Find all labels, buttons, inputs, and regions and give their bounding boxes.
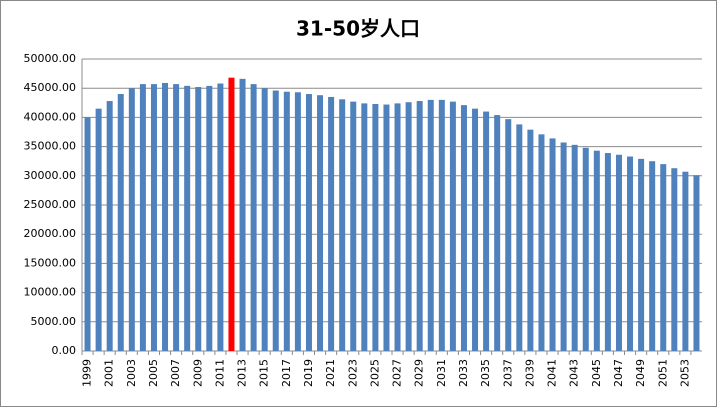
x-tick-label: 1999 [81, 359, 94, 387]
bar [128, 88, 135, 351]
x-tick-label: 2045 [590, 359, 603, 387]
x-tick-label: 2041 [546, 359, 559, 387]
x-tick-label: 2043 [568, 359, 581, 387]
y-tick-label: 30000.00 [24, 169, 77, 182]
bar [361, 103, 368, 351]
bar [582, 147, 589, 351]
bar [250, 84, 257, 351]
bar [638, 158, 645, 351]
x-tick-label: 2039 [523, 359, 536, 387]
y-tick-label: 50000.00 [24, 52, 77, 65]
bar [494, 115, 501, 352]
x-tick-label: 2019 [302, 359, 315, 387]
bar [84, 117, 91, 352]
bar [117, 94, 124, 351]
x-tick-label: 2027 [391, 359, 404, 387]
y-tick-label: 35000.00 [24, 140, 77, 153]
bar [538, 134, 545, 351]
y-tick-label: 0.00 [52, 344, 77, 357]
bar [438, 99, 445, 351]
bar [350, 101, 357, 351]
x-tick-label: 2031 [435, 359, 448, 387]
bar [139, 84, 146, 351]
x-tick-label: 2025 [368, 359, 381, 387]
x-tick-label: 2015 [258, 359, 271, 387]
bar [217, 83, 224, 351]
x-tick-label: 2033 [457, 359, 470, 387]
bar [615, 154, 622, 351]
bar [383, 104, 390, 351]
x-tick-label: 2017 [280, 359, 293, 387]
bar [150, 84, 157, 351]
bar [272, 90, 279, 351]
bar [162, 82, 169, 351]
y-tick-label: 25000.00 [24, 198, 77, 211]
bar [416, 101, 423, 351]
bar [593, 150, 600, 351]
bar [106, 101, 113, 351]
bar [294, 92, 301, 352]
bar [571, 144, 578, 351]
bar [195, 87, 202, 352]
bar [627, 156, 634, 351]
y-tick-label: 15000.00 [24, 256, 77, 269]
bar [305, 94, 312, 351]
x-tick-label: 2049 [634, 359, 647, 387]
x-tick-label: 2021 [324, 359, 337, 387]
bar [228, 77, 235, 352]
bar [317, 95, 324, 351]
chart-title: 31-50岁人口 [296, 17, 420, 41]
y-tick-label: 20000.00 [24, 227, 77, 240]
bar [693, 175, 700, 351]
x-tick-label: 2009 [191, 359, 204, 387]
x-tick-label: 2007 [169, 359, 182, 387]
x-tick-label: 2003 [125, 359, 138, 387]
x-tick-label: 2029 [413, 359, 426, 387]
y-tick-label: 45000.00 [24, 81, 77, 94]
bar [516, 124, 523, 352]
bar [206, 85, 213, 351]
bar [472, 108, 479, 351]
bar [339, 99, 346, 352]
bar [261, 88, 268, 351]
x-tick-label: 2023 [346, 359, 359, 387]
bar [549, 138, 556, 351]
bar [394, 103, 401, 351]
bar [372, 103, 379, 351]
bar [427, 99, 434, 351]
bar [671, 168, 678, 351]
bar [184, 85, 191, 351]
bar [239, 78, 246, 351]
x-tick-label: 2013 [236, 359, 249, 387]
x-tick-label: 2047 [612, 359, 625, 387]
x-tick-label: 2053 [678, 359, 691, 387]
x-tick-label: 2035 [479, 359, 492, 387]
y-tick-label: 5000.00 [31, 315, 77, 328]
bar [505, 119, 512, 351]
bar [649, 161, 656, 351]
bar [328, 96, 335, 352]
bar [405, 102, 412, 351]
y-tick-label: 10000.00 [24, 286, 77, 299]
x-tick-label: 2005 [147, 359, 160, 387]
bar [483, 111, 490, 351]
x-tick-label: 2011 [213, 359, 226, 387]
bar [460, 105, 467, 351]
x-tick-label: 2051 [656, 359, 669, 387]
bar [660, 164, 667, 351]
y-tick-label: 40000.00 [24, 110, 77, 123]
bar [173, 84, 180, 351]
bar [560, 142, 567, 351]
bar [449, 101, 456, 351]
bar [682, 171, 689, 351]
bar [604, 153, 611, 351]
bar [95, 108, 102, 351]
x-tick-label: 2001 [103, 359, 116, 387]
bar [527, 129, 534, 351]
x-tick-label: 2037 [501, 359, 514, 387]
bar [283, 91, 290, 351]
